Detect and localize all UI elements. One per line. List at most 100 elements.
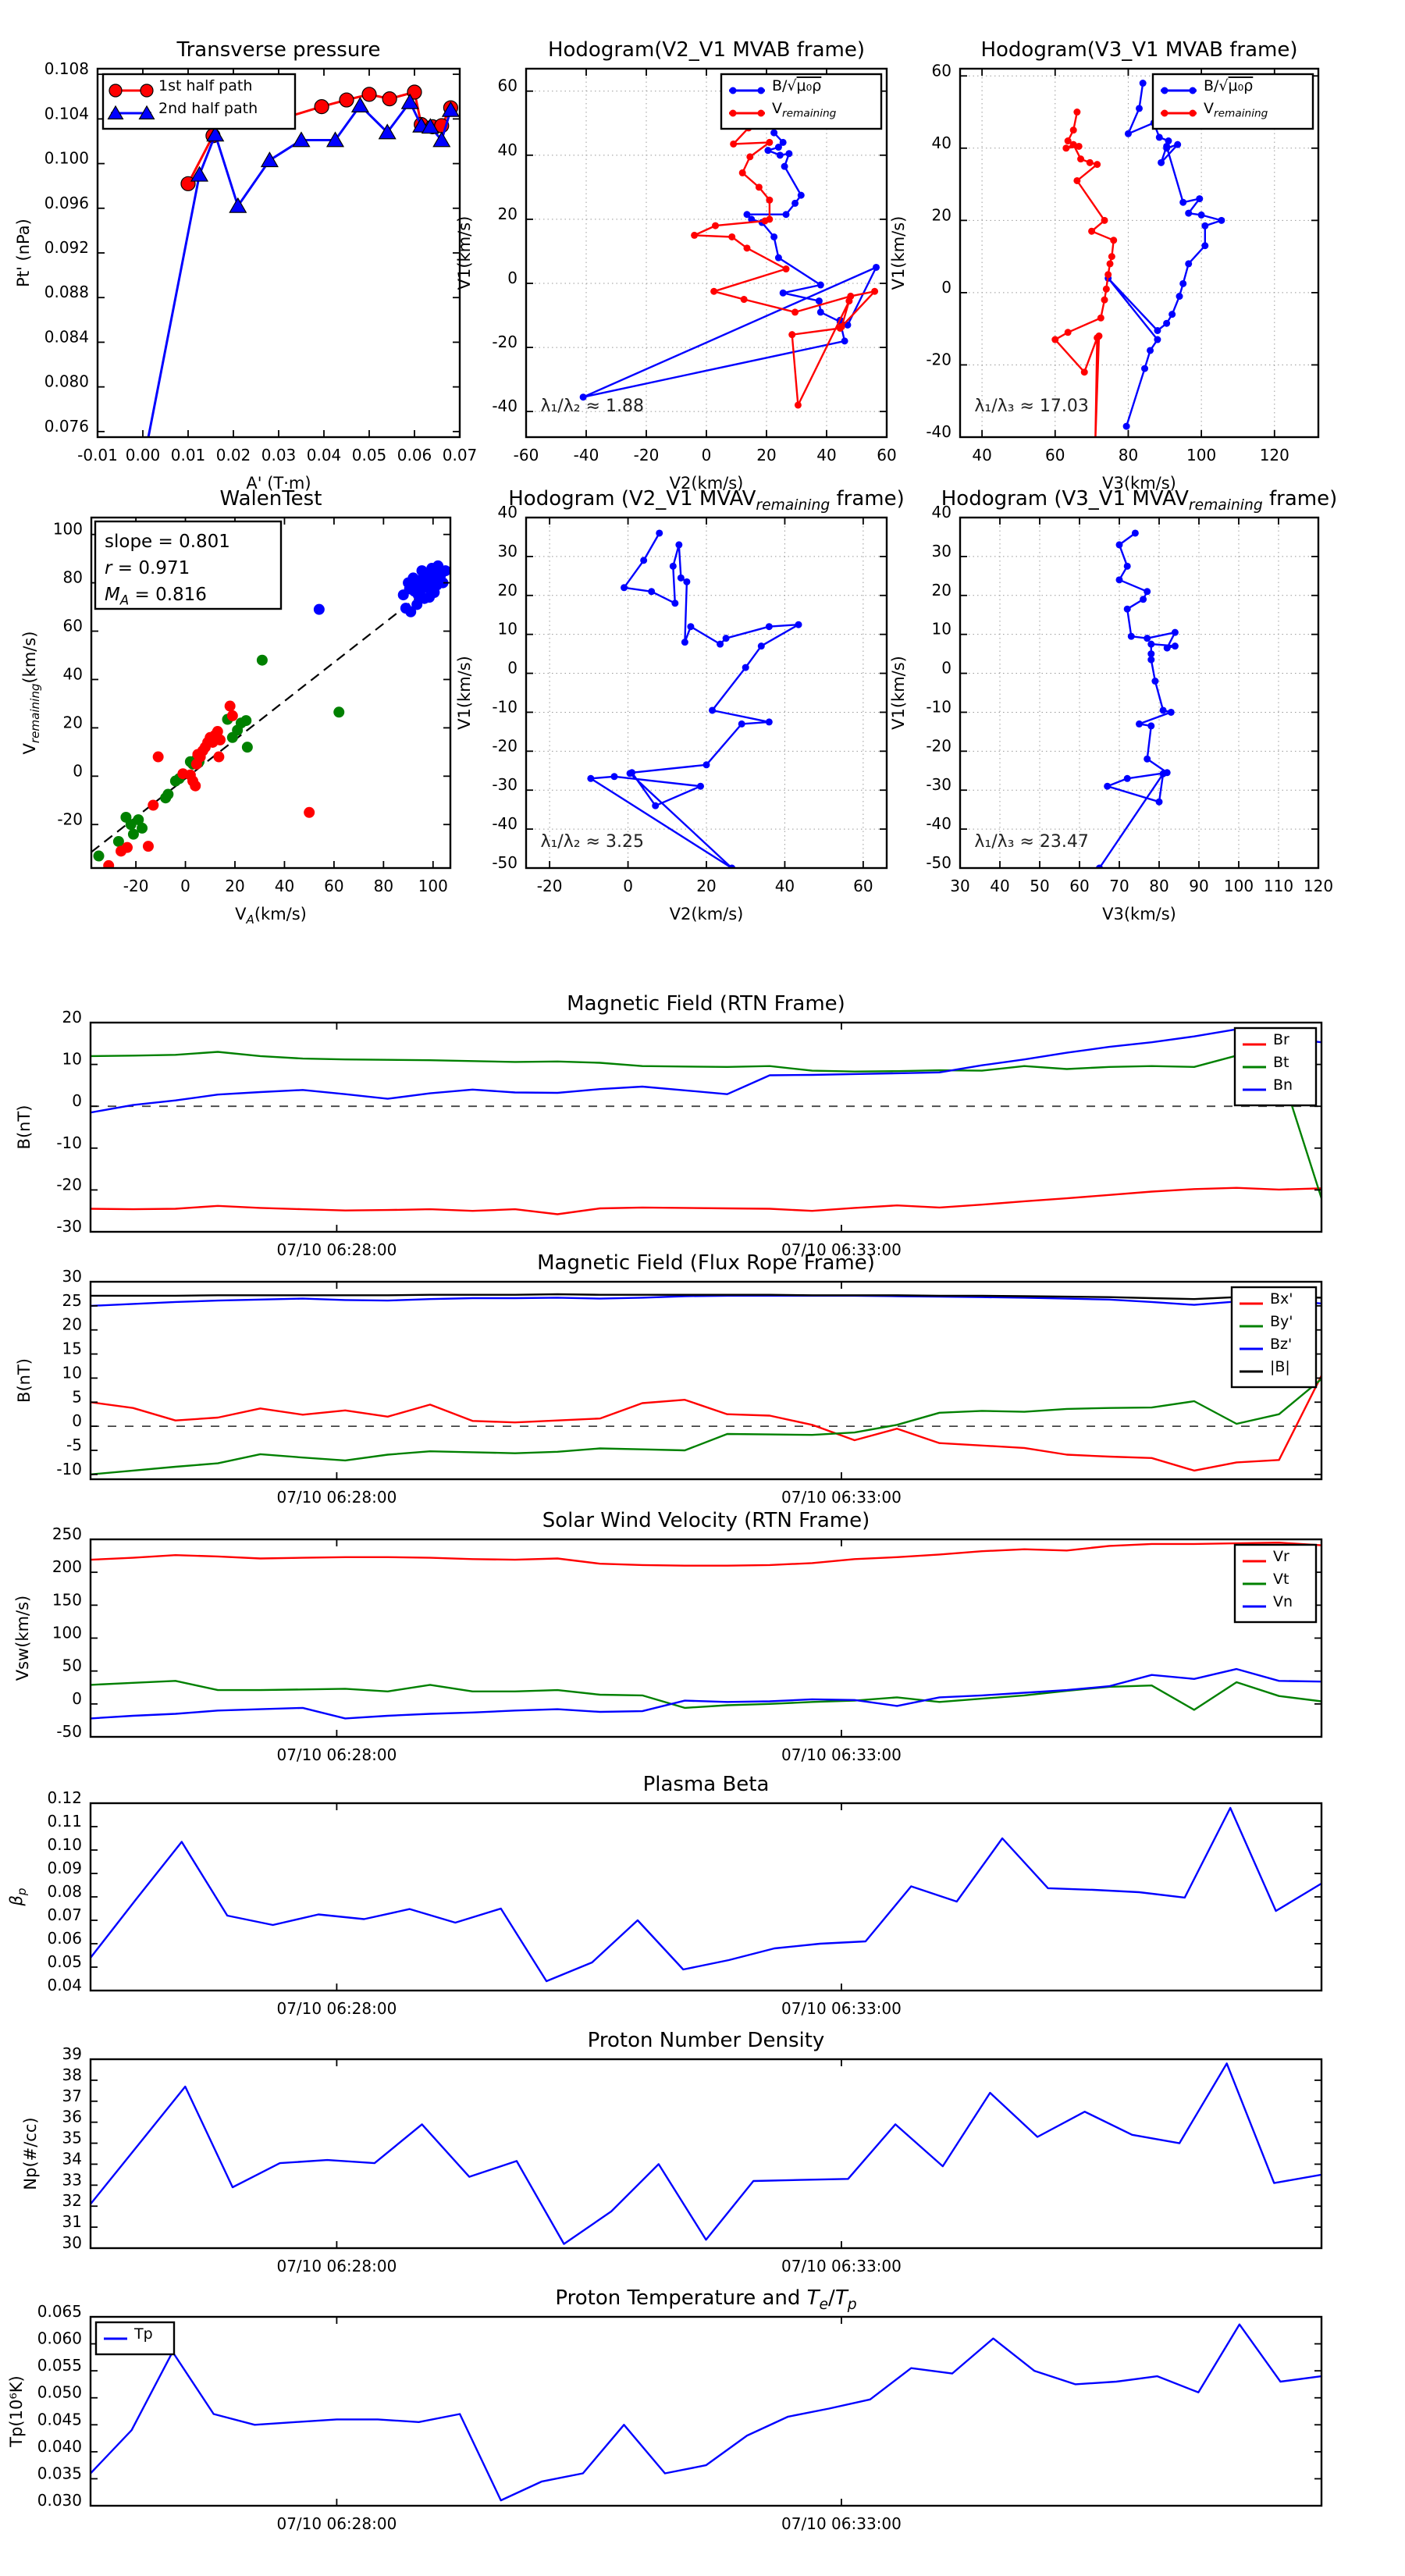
svg-text:0.045: 0.045 — [37, 2410, 82, 2428]
svg-text:-60: -60 — [514, 446, 539, 464]
axes-frame — [89, 2058, 1323, 2250]
svg-text:40: 40 — [972, 446, 991, 464]
svg-text:30: 30 — [62, 2233, 82, 2252]
legend-label: Bx' — [1270, 1290, 1293, 1308]
chart-title: Hodogram(V2_V1 MVAB frame) — [548, 38, 865, 62]
lambda-ratio-annotation: λ₁/λ₂ ≈ 1.88 — [540, 397, 644, 416]
svg-text:37: 37 — [62, 2087, 82, 2105]
svg-text:10: 10 — [62, 1050, 82, 1069]
legend-label: Br — [1273, 1031, 1289, 1048]
svg-text:0: 0 — [507, 659, 518, 678]
svg-text:-50: -50 — [492, 853, 518, 872]
series-Vn — [91, 1667, 1321, 1720]
svg-text:0.100: 0.100 — [44, 149, 89, 168]
chart-b-rtn: 07/10 06:28:00 07/10 06:33:00 -30 -20 -10 0 10… — [15, 992, 1323, 1259]
svg-text:33: 33 — [62, 2170, 82, 2189]
y-axis-label: Tp(10⁶K) — [7, 2375, 26, 2447]
svg-text:40: 40 — [990, 877, 1009, 895]
chart-title: Hodogram (V3_V1 MVAVremaining frame) — [941, 487, 1338, 514]
chart-plasma-beta: 07/10 06:28:00 07/10 06:33:00 0.04 0.05 0.06… — [7, 1773, 1323, 2018]
svg-text:0.040: 0.040 — [37, 2437, 82, 2456]
gridlines — [959, 517, 1319, 869]
axis-tick-labels: 07/10 06:28:00 07/10 06:33:00 0.04 0.05 0.06… — [47, 1788, 901, 2018]
svg-text:60: 60 — [1069, 877, 1089, 895]
svg-text:07/10 06:33:00: 07/10 06:33:00 — [781, 1240, 902, 1259]
svg-text:20: 20 — [63, 713, 83, 731]
svg-text:0: 0 — [941, 659, 951, 678]
svg-text:0.084: 0.084 — [44, 327, 89, 346]
svg-text:110: 110 — [1264, 877, 1293, 895]
svg-text:70: 70 — [1109, 877, 1129, 895]
svg-text:0.088: 0.088 — [44, 283, 89, 301]
plot-area — [91, 1541, 1321, 1720]
svg-text:10: 10 — [62, 1363, 82, 1382]
svg-text:32: 32 — [62, 2191, 82, 2210]
svg-text:0.05: 0.05 — [352, 446, 387, 464]
svg-text:0.10: 0.10 — [47, 1835, 82, 1854]
series-Bn — [91, 1028, 1321, 1114]
axis-ticks — [91, 1802, 1321, 1991]
svg-text:15: 15 — [62, 1340, 82, 1358]
legend-label: Bt — [1273, 1054, 1289, 1071]
plot-area — [91, 2323, 1321, 2502]
plot-area — [91, 2062, 1321, 2245]
svg-text:20: 20 — [62, 1315, 82, 1334]
svg-text:-10: -10 — [926, 697, 951, 716]
svg-text:60: 60 — [324, 877, 343, 895]
y-axis-label: V1(km/s) — [455, 656, 474, 730]
svg-text:0.05: 0.05 — [47, 1952, 82, 1971]
series-2nd half path — [147, 101, 452, 437]
svg-text:0.076: 0.076 — [44, 417, 89, 436]
svg-text:80: 80 — [63, 568, 83, 587]
y-axis-label: V1(km/s) — [889, 656, 908, 730]
svg-text:0: 0 — [73, 761, 83, 780]
svg-text:0.01: 0.01 — [171, 446, 206, 464]
axis-ticks — [91, 2058, 1321, 2249]
svg-text:0: 0 — [180, 877, 190, 895]
legend: Tp — [94, 2321, 176, 2356]
svg-text:60: 60 — [63, 617, 83, 635]
svg-text:0.035: 0.035 — [37, 2464, 82, 2482]
svg-text:0: 0 — [72, 1411, 82, 1430]
svg-text:5: 5 — [72, 1387, 82, 1406]
legend-label: Tp — [133, 2325, 153, 2343]
y-axis-label: V1(km/s) — [889, 216, 908, 290]
series-B/sqrt(mu0 rho) — [1107, 83, 1223, 427]
svg-text:40: 40 — [63, 664, 83, 683]
axis-ticks — [91, 1281, 1321, 1479]
svg-text:07/10 06:28:00: 07/10 06:28:00 — [276, 2257, 397, 2275]
svg-text:40: 40 — [932, 133, 951, 152]
svg-text:07/10 06:28:00: 07/10 06:28:00 — [276, 1488, 397, 1507]
svg-text:0.07: 0.07 — [47, 1905, 82, 1924]
legend-label: Bz' — [1270, 1336, 1292, 1353]
series-V remaining hodogram — [1098, 532, 1176, 868]
svg-text:0.080: 0.080 — [44, 372, 89, 391]
chart-title: Transverse pressure — [176, 38, 381, 62]
legend-label: B/√μ₀ρ — [772, 77, 821, 94]
svg-text:0.08: 0.08 — [47, 1882, 82, 1901]
svg-text:0: 0 — [702, 446, 712, 464]
svg-text:20: 20 — [62, 1008, 82, 1026]
svg-text:07/10 06:33:00: 07/10 06:33:00 — [781, 1999, 902, 2018]
y-axis-label: B(nT) — [15, 1358, 34, 1403]
svg-text:20: 20 — [498, 205, 518, 223]
svg-text:0.065: 0.065 — [37, 2302, 82, 2321]
axis-tick-labels: -60 -40 -20 0 20 40 60 -40 -20 0 20 40 60 — [492, 76, 896, 464]
svg-text:35: 35 — [62, 2129, 82, 2147]
axis-ticks — [959, 517, 1319, 869]
series-V remaining hodogram — [589, 532, 800, 868]
chart-hodogram-v3v1-mvav: 30 40 50 60 70 80 90 100 110 120 -50 -40 -30 -20 -10 0 1… — [889, 487, 1337, 923]
y-axis-label: Np(#/cc) — [21, 2117, 40, 2190]
axes-frame — [959, 516, 1320, 870]
x-axis-label: A' (T·m) — [246, 474, 311, 493]
svg-text:-40: -40 — [492, 397, 518, 415]
svg-text:100: 100 — [53, 520, 83, 539]
svg-text:40: 40 — [498, 503, 518, 521]
svg-text:20: 20 — [498, 581, 518, 600]
legend-label: 1st half path — [158, 77, 252, 94]
svg-text:-10: -10 — [492, 697, 518, 716]
axis-ticks — [91, 2316, 1321, 2507]
x-axis-label: V3(km/s) — [1102, 905, 1176, 923]
svg-text:200: 200 — [52, 1557, 82, 1576]
